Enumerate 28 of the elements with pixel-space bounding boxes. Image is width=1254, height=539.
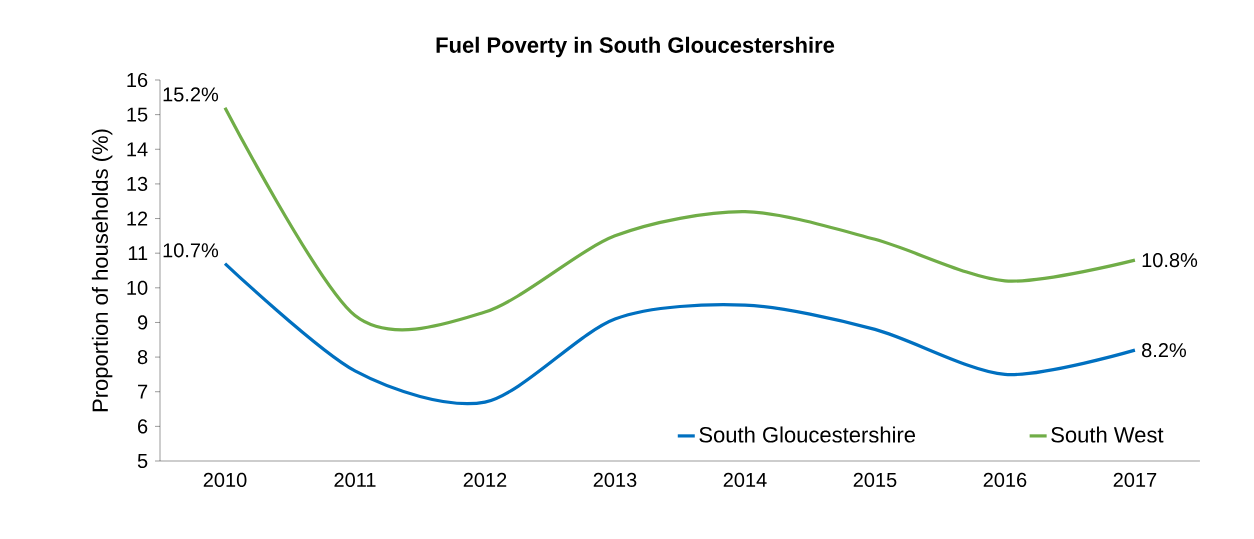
x-tick-label: 2012 (463, 472, 507, 488)
x-tick-label: 2010 (203, 472, 247, 488)
y-tick-label: 8 (137, 350, 148, 365)
y-tick-label: 10 (127, 280, 148, 295)
x-tick-label: 2016 (983, 472, 1027, 488)
x-tick-label: 2015 (853, 472, 897, 488)
x-tick-label: 2014 (723, 472, 767, 488)
y-tick-label: 14 (127, 142, 148, 157)
chart-title: Fuel Poverty in South Gloucestershire (436, 36, 835, 58)
y-tick-label: 15 (127, 107, 148, 122)
y-tick-label: 11 (128, 246, 148, 261)
x-tick-label: 2017 (1113, 472, 1157, 488)
legend-label: South Gloucestershire (699, 426, 916, 443)
data-label: 10.7% (163, 243, 219, 258)
y-tick-label: 16 (127, 72, 148, 88)
y-tick-label: 5 (137, 454, 148, 468)
y-tick-label: 13 (127, 176, 148, 191)
x-tick-label: 2011 (334, 472, 376, 488)
y-tick-label: 6 (138, 419, 148, 434)
legend-label: South West (1051, 426, 1164, 443)
y-tick-label: 12 (127, 211, 148, 226)
data-label: 10.8% (1142, 253, 1198, 268)
x-tick-label: 2013 (593, 472, 637, 488)
y-tick-label: 7 (138, 384, 148, 399)
data-label: 8.2% (1142, 343, 1187, 358)
y-tick-label: 9 (137, 315, 148, 330)
y-axis-title: Proportion of households (%) (91, 129, 113, 412)
data-label: 15.2% (163, 87, 219, 102)
